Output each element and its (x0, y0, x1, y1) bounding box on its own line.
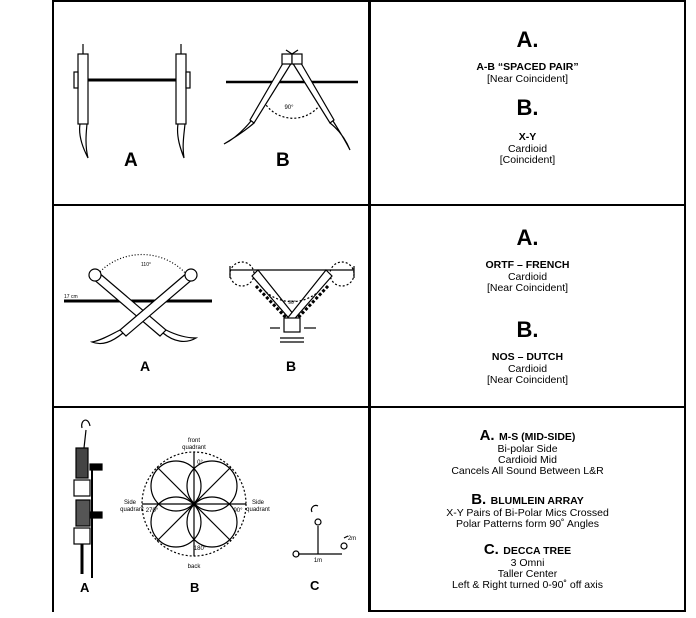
row2-b-line1: Cardioid (507, 363, 548, 375)
row3-c-title: DECCA TREE (503, 545, 572, 557)
row2-a-line1: Cardioid (507, 271, 548, 283)
nos-angle-annotation: 90° (288, 300, 296, 306)
row3-a-letter: A. (479, 427, 495, 444)
row2-a-letter: A. (516, 225, 539, 250)
polar-deg-90: 90° (233, 508, 243, 514)
polar-back-label: back (188, 564, 202, 570)
ortf-angle-annotation: 110° (141, 262, 151, 268)
row3-text-cell: A. M-S (MID-SIDE) Bi-polar Side Cardioid… (369, 406, 686, 612)
row3-c-line3: Left & Right turned 0-90˚ off axis (452, 579, 603, 591)
diagram-label-a: A (140, 358, 151, 374)
diagram-label-b: B (286, 358, 297, 374)
polar-deg-0: 0° (197, 460, 203, 466)
row3-b-line1: X-Y Pairs of Bi-Polar Mics Crossed (446, 507, 609, 519)
row3-a-line2: Cardioid Mid (498, 454, 557, 466)
row3-b-letter: B. (471, 491, 487, 508)
polar-deg-180: 180° (194, 546, 207, 552)
diagram-label-c: C (310, 578, 320, 593)
row3-a-title: M-S (MID-SIDE) (499, 431, 576, 443)
polar-deg-270: 270° (146, 508, 159, 514)
decca-dist-label-2: 2m (348, 536, 356, 542)
row2-a-title: ORTF – FRENCH (485, 259, 570, 271)
row3-c-heading: C. DECCA TREE (371, 542, 684, 559)
polar-side-right-label-2: quadrant (246, 507, 270, 513)
row2-b-letter: B. (516, 317, 539, 342)
row2-text-cell: A. ORTF – FRENCH Cardioid [Near Coincide… (369, 204, 686, 408)
row1-b-line1: Cardioid (507, 143, 548, 155)
diagram-label-b: B (276, 150, 290, 171)
ortf-dist-annotation: 17 cm (64, 294, 78, 300)
row3-c-line1: 3 Omni (510, 557, 545, 569)
xy-angle-annotation: 90° (284, 105, 294, 111)
row1-diagram-cell: 90° A B (52, 0, 370, 206)
row2-a-line2: [Near Coincident] (486, 282, 569, 294)
row2-b-title: NOS – DUTCH (491, 351, 564, 363)
row3-a-heading: A. M-S (MID-SIDE) (371, 428, 684, 445)
row2-b-line2: [Near Coincident] (486, 374, 569, 386)
row1-a-line1: [Near Coincident] (486, 73, 569, 85)
row3-c-letter: C. (483, 541, 499, 558)
polar-side-right-label: Side (252, 500, 265, 506)
row3-a-line3: Cancels All Sound Between L&R (451, 465, 604, 477)
diagram-label-a: A (124, 150, 138, 171)
row1-text-cell: A. A-B “SPACED PAIR” [Near Coincident] B… (369, 0, 686, 206)
row1-b-title: X-Y (518, 131, 537, 143)
row1-a-title: A-B “SPACED PAIR” (476, 61, 579, 73)
row3-c-line2: Taller Center (497, 568, 558, 580)
row3-diagram-cell: front quadrant back Side quadrant Side q… (52, 406, 370, 612)
row1-b-line2: [Coincident] (499, 154, 556, 166)
diagram-label-a: A (80, 580, 90, 595)
row3-b-heading: B. BLUMLEIN ARRAY (371, 492, 684, 509)
row3-b-line2: Polar Patterns form 90˚ Angles (456, 518, 599, 530)
row3-a-line1: Bi-polar Side (497, 443, 558, 455)
diagram-label-b: B (190, 580, 200, 595)
ab-spaced-pair-diagram: 90° (73, 44, 358, 159)
ms-blumlein-decca-diagram: front quadrant back Side quadrant Side q… (73, 419, 356, 578)
decca-dist-label: 1m (314, 558, 322, 564)
polar-side-left-label-2: quadrant (120, 507, 144, 513)
row2-diagram-cell: 110° 17 cm 90° A B (52, 204, 370, 408)
ortf-nos-diagram: 110° 17 cm 90° (64, 254, 355, 345)
polar-front-label-2: quadrant (182, 445, 206, 451)
polar-front-label: front (188, 438, 200, 444)
polar-side-left-label: Side (124, 500, 137, 506)
row1-a-letter: A. (516, 27, 539, 52)
row3-b-title: BLUMLEIN ARRAY (490, 495, 584, 507)
row1-b-letter: B. (516, 95, 539, 120)
